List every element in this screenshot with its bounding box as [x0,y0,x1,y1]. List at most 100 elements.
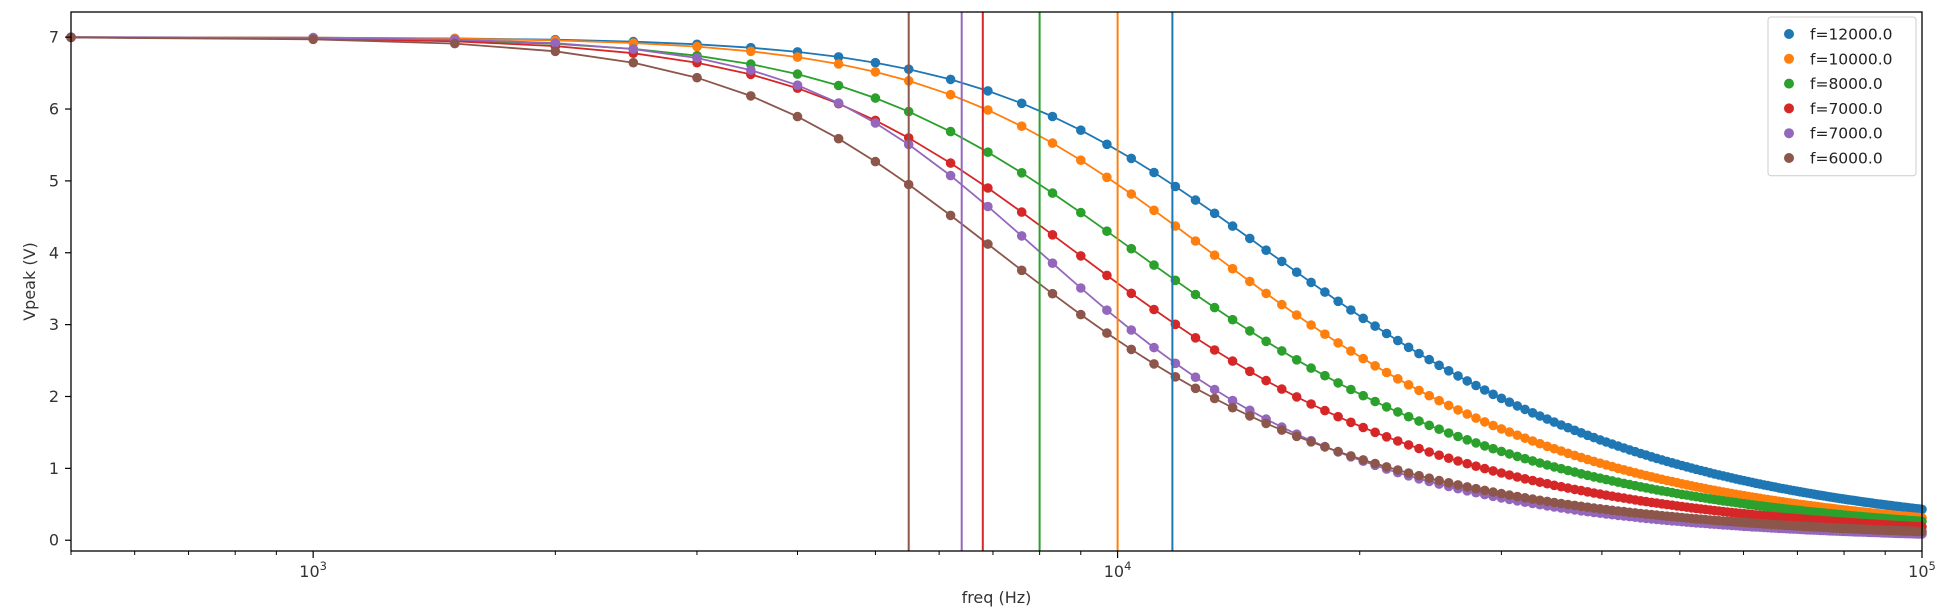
data-point-5-31 [1358,455,1368,465]
data-point-5-5 [692,72,702,83]
data-point-1-12 [983,105,993,115]
data-point-2-7 [792,69,803,79]
data-point-0-46 [1504,397,1515,408]
data-point-3-21 [1209,345,1220,355]
data-point-5-44 [1488,487,1498,497]
data-point-3-37 [1424,447,1434,457]
data-point-3-17 [1126,288,1137,299]
data-point-2-16 [1102,226,1112,236]
data-point-5-22 [1227,402,1238,413]
data-point-1-21 [1209,250,1220,260]
data-point-5-33 [1381,462,1392,472]
data-point-4-4 [628,44,639,54]
data-point-0-48 [1520,404,1530,415]
data-point-0-42 [1471,380,1481,391]
data-point-5-45 [1496,488,1507,499]
data-point-5-16 [1102,328,1112,338]
data-point-4-8 [833,98,844,108]
data-point-5-49 [1527,494,1538,504]
data-point-0-8 [833,52,844,62]
data-point-4-7 [792,80,803,90]
series-line-0 [70,36,1923,511]
data-point-0-37 [1424,354,1434,365]
data-point-3-38 [1434,450,1444,461]
data-point-2-23 [1245,326,1255,336]
data-point-2-42 [1471,438,1481,448]
data-point-1-18 [1149,205,1159,216]
data-point-4-5 [692,53,702,63]
data-point-3-34 [1393,436,1403,446]
data-point-1-32 [1370,361,1380,371]
data-point-0-9 [870,57,881,68]
data-point-3-14 [1047,230,1058,240]
data-point-1-24 [1261,288,1271,299]
data-point-2-38 [1434,424,1444,435]
data-point-4-15 [1076,283,1086,293]
data-point-5-17 [1126,344,1137,355]
data-point-3-28 [1320,405,1330,416]
legend-marker-3 [1784,103,1794,114]
data-point-1-36 [1414,385,1424,396]
data-point-5-28 [1320,442,1330,452]
data-point-5-37 [1424,473,1434,484]
data-point-1-47 [1512,430,1523,441]
y-axis-label: Vpeak (V) [20,242,39,321]
data-point-4-18 [1149,342,1159,353]
y-tick-label-1: 1 [49,459,59,478]
legend-label-4: f=7000.0 [1810,125,1883,143]
data-point-4-16 [1102,305,1112,316]
data-point-1-44 [1488,420,1498,431]
data-point-5-21 [1209,393,1220,404]
data-point-4-13 [1016,231,1027,241]
data-point-1-48 [1520,433,1530,444]
data-point-2-20 [1190,289,1201,300]
data-point-5-15 [1076,309,1086,320]
data-point-3-40 [1453,456,1463,466]
data-point-1-11 [945,89,956,100]
data-point-0-22 [1227,221,1238,231]
legend-marker-5 [1784,153,1794,163]
data-point-2-28 [1320,370,1330,381]
data-point-2-47 [1512,451,1523,462]
data-point-3-12 [983,183,993,193]
data-point-2-24 [1261,336,1271,347]
data-point-1-5 [692,41,702,52]
data-point-5-3 [550,46,561,57]
data-point-0-34 [1393,335,1403,346]
x-tick-label-2: 105 [1908,559,1936,581]
data-point-0-21 [1209,208,1220,219]
data-point-0-18 [1149,167,1159,178]
series-line-2 [70,36,1923,523]
data-point-5-12 [983,239,993,249]
data-point-4-12 [983,201,993,212]
legend: f=12000.0 f=10000.0 f=8000.0 f=7000.0 f=7000… [1767,16,1917,177]
data-point-5-1 [308,34,319,45]
data-point-4-17 [1126,325,1137,335]
data-point-5-24 [1261,418,1271,429]
data-point-3-15 [1076,251,1086,261]
data-point-5-23 [1245,411,1255,421]
data-point-0-45 [1496,393,1507,404]
data-point-0-38 [1434,360,1444,371]
data-point-1-33 [1381,367,1392,378]
data-point-1-37 [1424,390,1434,401]
data-point-2-41 [1462,435,1472,445]
data-point-0-16 [1102,139,1112,150]
data-point-0-50 [1535,411,1545,421]
data-point-3-46 [1504,470,1515,480]
data-point-2-22 [1227,314,1238,325]
data-point-4-21 [1209,384,1220,395]
data-point-2-29 [1333,378,1343,388]
data-point-0-20 [1190,195,1201,205]
legend-label-0: f=12000.0 [1810,26,1893,44]
y-tick-label-7: 7 [49,28,59,47]
data-point-5-20 [1190,383,1201,394]
data-point-1-29 [1333,338,1343,348]
legend-label-3: f=7000.0 [1810,100,1883,118]
data-point-5-2 [450,38,460,49]
data-point-1-40 [1453,405,1463,415]
data-point-2-40 [1453,431,1463,442]
legend-box [1767,16,1917,177]
data-point-5-50 [1535,495,1545,506]
data-point-4-9 [870,118,881,128]
